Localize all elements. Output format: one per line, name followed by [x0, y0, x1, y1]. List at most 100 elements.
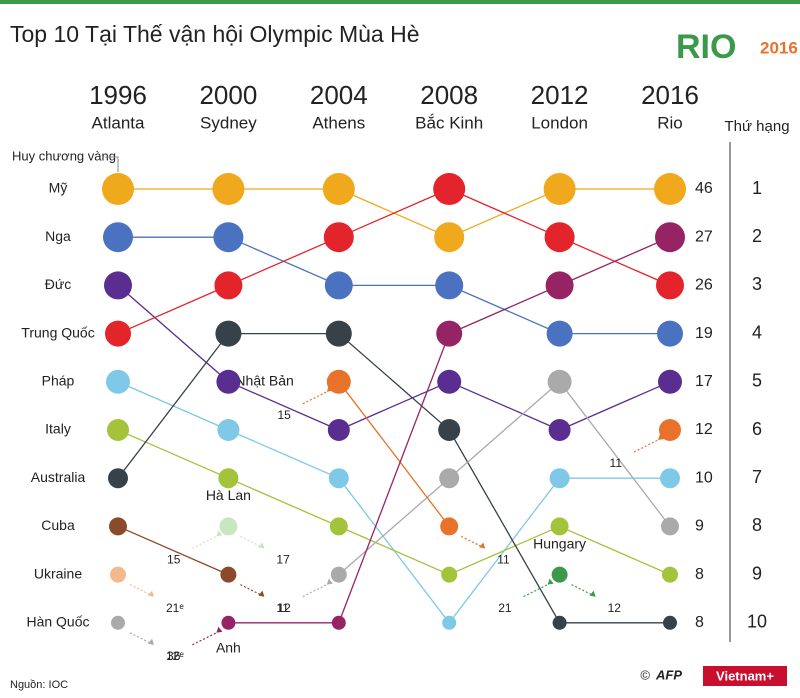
chart-title: Top 10 Tại Thế vận hội Olympic Mùa Hè: [10, 21, 420, 47]
rank-dot: [106, 369, 130, 394]
rank-dot: [655, 222, 685, 253]
series-name: Đức: [45, 276, 71, 292]
year-label: 2008: [420, 80, 478, 110]
rank-dot: [544, 222, 575, 253]
out-arrow: [129, 632, 155, 646]
rank-dot: [103, 222, 133, 253]
out-rank-label: 21: [498, 601, 512, 615]
rank-dot: [219, 517, 238, 536]
rank-dot: [437, 369, 462, 394]
gold-value: 46: [695, 180, 713, 197]
rank-dot: [662, 566, 678, 583]
rank-dot: [434, 222, 465, 253]
arrow-head: [326, 578, 333, 585]
gold-leader: [105, 156, 119, 172]
top-bar: [0, 0, 800, 4]
rank-dot: [659, 419, 681, 441]
rank-label: 2: [752, 226, 762, 246]
gold-value: 26: [695, 277, 713, 294]
rank-dot: [325, 320, 352, 347]
out-rank-label: 12ᵉ: [166, 649, 184, 663]
gold-value: 8: [695, 566, 704, 583]
rank-label: 6: [752, 419, 762, 439]
series-line: [117, 429, 671, 576]
rank-dot: [658, 369, 682, 394]
rank-dot: [109, 517, 127, 536]
out-arrow: [192, 535, 217, 549]
arrow-head: [589, 590, 596, 597]
rank-label: 7: [752, 467, 762, 487]
rank-dot: [107, 419, 129, 441]
out-rank-label: 12: [277, 601, 291, 615]
rank-dot: [663, 615, 677, 630]
rank-dot: [435, 271, 464, 300]
rank-dot: [543, 173, 576, 205]
rank-dot: [660, 468, 680, 489]
rank-dot: [326, 369, 351, 394]
rank-dot: [324, 271, 353, 300]
out-arrow: [571, 584, 596, 598]
year-label: 2000: [199, 80, 257, 110]
rank-dot: [327, 419, 350, 441]
series-name: Nhật Bản: [235, 373, 293, 389]
series-name: Hàn Quốc: [26, 614, 89, 630]
rank-dot: [548, 419, 571, 441]
series-name: Ukraine: [34, 565, 82, 581]
rank-dot: [328, 468, 349, 489]
rank-dot: [547, 369, 572, 394]
series-name: Hungary: [533, 535, 586, 551]
series-line: [117, 188, 671, 335]
logo-year: 2016: [760, 38, 798, 57]
out-rank-label: 15: [277, 408, 291, 422]
out-arrow: [523, 584, 548, 598]
rank-label: 3: [752, 274, 762, 294]
year-label: 2016: [641, 80, 699, 110]
rank-dot: [221, 615, 236, 630]
rank-dot: [551, 566, 568, 583]
source: Nguồn: IOC: [10, 679, 68, 691]
series-line: [338, 380, 671, 576]
out-arrow: [192, 632, 217, 646]
series-name: Trung Quốc: [21, 324, 94, 340]
arrow-head: [148, 590, 154, 597]
gold-value: 17: [695, 373, 713, 390]
series-line: [117, 332, 670, 624]
series-line: [117, 525, 229, 576]
out-arrow: [129, 584, 155, 598]
rank-dot: [439, 468, 460, 489]
rank-dot: [105, 320, 131, 347]
arrow-head: [216, 626, 223, 633]
arrow-head: [148, 638, 154, 645]
rank-label: 5: [752, 371, 762, 391]
rank-dot: [110, 566, 126, 583]
series-name: Australia: [31, 469, 86, 485]
out-rank-label: 11: [276, 601, 289, 615]
rank-dot: [546, 320, 573, 347]
rank-dot: [436, 320, 463, 347]
out-arrow: [302, 391, 328, 405]
out-arrow: [460, 535, 486, 549]
rank-dot: [552, 615, 567, 630]
rank-dot: [442, 615, 457, 630]
out-rank-label: 17: [276, 553, 290, 567]
rank-dot: [545, 271, 574, 300]
logo-text: RIO: [676, 28, 736, 66]
rank-dot: [433, 173, 466, 205]
rank-dot: [220, 566, 237, 583]
rank-label: 8: [752, 515, 762, 535]
series-line: [118, 236, 670, 335]
credit-vietnam: Vietnam+: [716, 668, 774, 683]
rank-label: 1: [752, 178, 762, 198]
rank-axis-label: Thứ hạng: [724, 118, 789, 135]
gold-label: Huy chương vàng: [12, 148, 116, 163]
year-label: 1996: [89, 80, 147, 110]
rank-dot: [438, 419, 461, 441]
series-line: [338, 381, 450, 527]
rank-dot: [108, 468, 128, 489]
city-label: London: [531, 113, 588, 132]
credit-copy: ©: [640, 667, 650, 682]
rank-dot: [549, 468, 570, 489]
arrow-head: [658, 434, 664, 440]
series-name: Italy: [45, 421, 71, 437]
